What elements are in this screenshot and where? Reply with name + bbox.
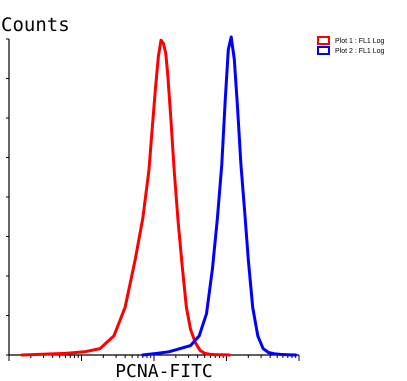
x-axis-label: PCNA-FITC bbox=[115, 361, 213, 381]
series-line-1 bbox=[20, 38, 231, 357]
legend-label-2: Plot 2 : FL1 Log bbox=[335, 48, 385, 55]
y-axis-label: Counts bbox=[1, 14, 70, 36]
series-layer bbox=[20, 35, 298, 357]
legend-swatch-1 bbox=[317, 36, 330, 45]
series-line-2 bbox=[141, 35, 298, 357]
axis-ticks bbox=[6, 38, 300, 361]
legend-label-1: Plot 1 : FL1 Log bbox=[335, 38, 385, 45]
legend-swatch-2 bbox=[317, 46, 330, 55]
legend: Plot 1 : FL1 Log Plot 2 : FL1 Log bbox=[317, 36, 385, 55]
